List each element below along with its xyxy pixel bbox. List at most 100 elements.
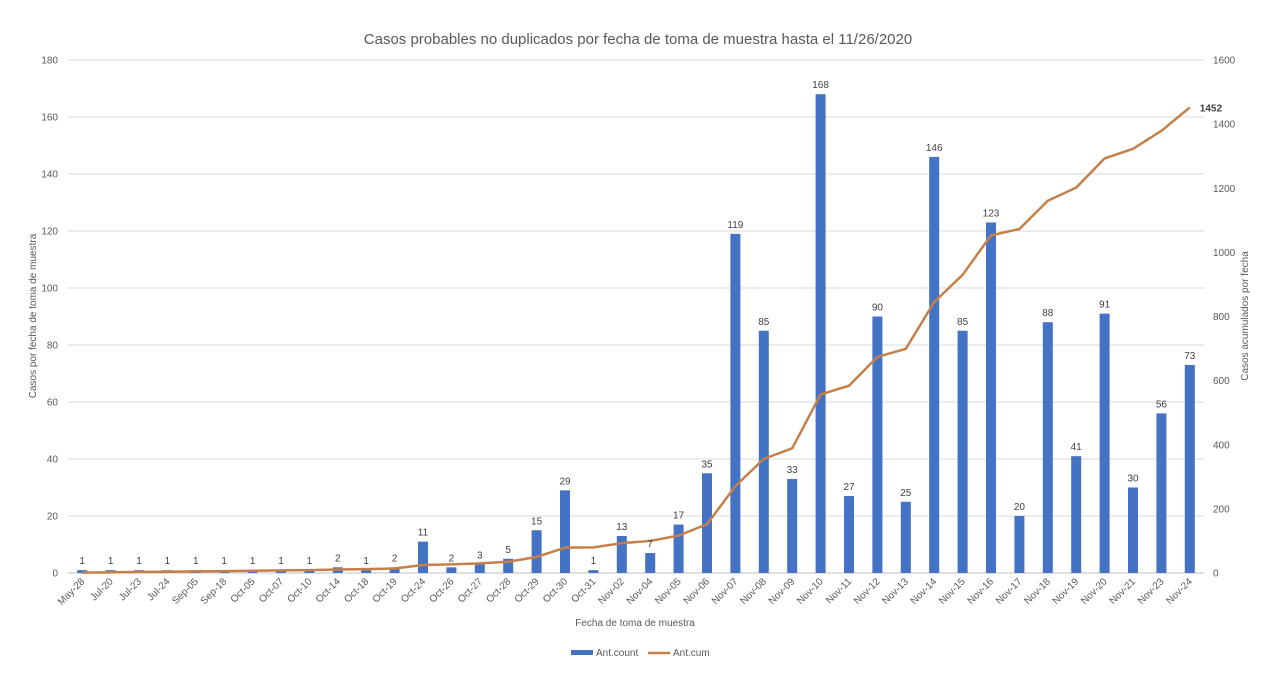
bar [1042,322,1053,573]
bar-data-label: 3 [477,550,483,561]
bar-data-label: 2 [335,553,341,564]
x-axis-title: Fecha de toma de muestra [575,618,695,629]
bar-data-label: 168 [812,80,829,91]
bar-data-label: 1 [165,556,171,567]
y-tick-label: 140 [41,170,58,181]
bar [787,478,798,573]
y-axis-title: Casos por fecha de toma de muestra [28,233,39,398]
x-tick-label: Nov-08 [738,576,769,607]
bar-data-label: 35 [701,459,713,470]
bar [560,490,570,573]
x-tick-label: Sep-05 [170,576,201,607]
x-tick-label: Nov-20 [1079,576,1110,607]
x-tick-label: Nov-04 [625,576,656,607]
y-tick-label: 60 [47,398,59,409]
bar-data-label: 123 [983,208,1000,219]
bar [1099,313,1110,573]
x-tick-label: Nov-11 [824,576,854,606]
bar [389,567,400,573]
x-tick-label: Nov-07 [710,576,741,607]
x-tick-label: Nov-17 [994,576,1025,607]
bar [986,222,996,573]
y-tick-label: 20 [47,512,59,523]
bar-data-label: 20 [1014,502,1026,513]
bar-data-label: 17 [673,511,685,522]
x-tick-label: Oct-10 [286,576,315,605]
bar-data-label: 1 [193,556,199,567]
bar-data-label: 27 [843,482,855,493]
bar-data-label: 7 [647,539,653,550]
bar-data-label: 1 [278,556,284,567]
bar-data-label: 5 [505,545,511,556]
bar-data-label: 13 [616,522,628,533]
bar-data-label: 2 [449,553,455,564]
y-tick-label: 180 [41,56,58,67]
legend-swatch-bar [571,650,593,655]
y-tick-label: 120 [41,227,58,238]
bar-data-label: 146 [926,143,943,154]
x-tick-label: Nov-16 [966,576,997,607]
y-axis-left: 0 20 40 60 80 100 120 140 160 180 [41,56,58,580]
bar-data-label: 29 [559,476,571,487]
legend-label-bar: Ant.count [596,648,638,659]
bar-data-label: 119 [727,220,743,231]
bar [957,330,968,573]
bar [588,570,599,573]
y2-tick-label: 1200 [1213,184,1236,195]
bar-data-label: 1 [307,556,313,567]
x-tick-label: Nov-13 [880,576,911,607]
bar [844,496,854,573]
x-tick-label: Nov-21 [1108,576,1139,607]
bar [616,535,627,573]
bar-series [77,94,1195,573]
bar-data-label: 85 [957,317,969,328]
bar-data-label: 1 [250,556,256,567]
bar [418,541,428,573]
bar [304,570,315,573]
bar [1128,487,1138,573]
y2-tick-label: 1600 [1213,56,1236,67]
bar [815,94,826,573]
bar [758,330,769,573]
x-tick-label: Jul-23 [117,576,144,603]
bar-data-label: 1 [79,556,85,567]
bar [645,553,656,573]
x-tick-label: Sep-18 [199,576,230,607]
x-tick-label: Nov-10 [795,576,826,607]
bar-data-label: 1 [363,556,369,567]
bar [673,524,684,573]
x-tick-label: Oct-19 [371,576,400,605]
x-tick-label: Nov-05 [653,576,684,607]
bar-data-label: 41 [1071,442,1083,453]
x-tick-label: Oct-07 [257,576,286,605]
bar-data-label: 90 [872,303,884,314]
bar-data-label: 56 [1156,399,1168,410]
y-tick-label: 100 [41,284,58,295]
x-tick-label: Oct-14 [314,576,343,605]
x-tick-label: Jul-24 [145,576,172,603]
bar-data-label: 85 [758,317,770,328]
x-tick-label: Oct-29 [513,576,542,605]
bar-data-label: 91 [1099,300,1111,311]
y-tick-label: 0 [52,569,58,580]
bar [446,567,457,573]
line-end-label: 1452 [1200,103,1223,114]
x-tick-label: Nov-02 [596,576,627,607]
x-tick-label: May-28 [56,576,88,608]
bar [361,570,372,573]
x-tick-label: Oct-28 [484,576,513,605]
bar-data-label: 1 [136,556,142,567]
x-tick-label: Oct-30 [541,576,570,605]
bar-data-label: 2 [392,553,398,564]
x-tick-label: Jul-20 [89,576,116,603]
cumulative-line [82,106,1191,574]
line-series [82,106,1191,574]
bar-data-label: 25 [900,488,912,499]
bar-data-label: 1 [221,556,227,567]
x-tick-label: Nov-12 [852,576,883,607]
bar [531,530,542,573]
x-tick-label: Oct-26 [428,576,457,605]
x-tick-label: Nov-24 [1164,576,1195,607]
